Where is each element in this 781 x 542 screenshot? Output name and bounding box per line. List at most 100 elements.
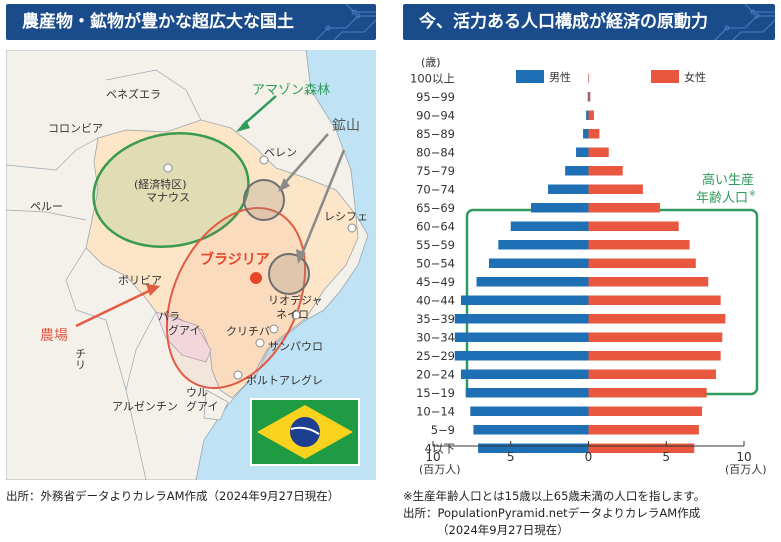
legend-male-label: 男性 — [549, 70, 571, 84]
pyramid-panel-title-banner: 今、活力ある人口構成が経済の原動力 — [403, 4, 775, 40]
bar-female-5 — [588, 166, 623, 176]
bar-male-15 — [454, 351, 589, 361]
map-source-note: 出所：外務省データよりカレラAM作成（2024年9月27日現在） — [6, 489, 340, 503]
bar-male-19 — [473, 425, 589, 435]
bar-male-20 — [478, 443, 589, 453]
label-uruguay-2: グアイ — [186, 399, 218, 413]
bar-female-14 — [588, 332, 723, 342]
age-label-6: 70−74 — [416, 182, 455, 196]
age-label-14: 30−34 — [416, 330, 455, 344]
label-rio-1: リオデジャ — [268, 293, 322, 307]
age-label-10: 50−54 — [416, 256, 455, 270]
age-label-12: 40−44 — [416, 293, 455, 307]
working-age-annotation-line1: 高い生産 — [702, 172, 754, 188]
belem-marker — [259, 155, 269, 165]
farm-region — [165, 207, 307, 389]
label-bolivia: ボリビア — [118, 274, 162, 287]
label-recife: レシフェ — [324, 210, 368, 223]
working-age-annotation-line2: 年齢人口 — [696, 191, 748, 206]
y-unit-label: (歳) — [421, 56, 441, 69]
age-label-19: 5−9 — [431, 423, 455, 437]
age-label-18: 10−14 — [416, 404, 455, 418]
recife-marker — [347, 223, 357, 233]
city-markers — [163, 155, 357, 380]
label-chile: チリ — [74, 348, 87, 370]
bar-female-7 — [588, 203, 661, 213]
manaus-marker — [163, 163, 173, 173]
label-rio-2: ネイロ — [276, 308, 309, 321]
label-curitiba: クリチバ — [226, 325, 270, 338]
bar-male-9 — [498, 240, 589, 250]
bar-male-18 — [470, 406, 589, 416]
bar-female-6 — [588, 184, 643, 194]
bar-female-19 — [588, 425, 699, 435]
map-panel-title-banner: 農産物・鉱物が豊かな超広大な国土 — [6, 4, 376, 40]
label-peru: ペルー — [30, 200, 63, 213]
label-paraguay-1: パラ — [158, 310, 180, 323]
bar-male-2 — [586, 110, 589, 120]
map-panel-title: 農産物・鉱物が豊かな超広大な国土 — [22, 12, 294, 32]
age-labels: 100以上 95−99 90−94 85−89 80−84 75−79 70−74 65−69… — [410, 71, 455, 455]
bar-male-14 — [454, 332, 589, 342]
bar-male-12 — [460, 295, 589, 305]
rio-marker — [291, 310, 301, 320]
bar-male-7 — [530, 203, 589, 213]
bar-male-16 — [460, 369, 589, 379]
label-venezuela: ベネズエラ — [106, 87, 161, 101]
legend-male-swatch — [516, 70, 544, 83]
label-manaus-1: (経済特区) — [134, 177, 187, 191]
uruguay-territory — [203, 389, 229, 421]
label-manaus-2: マナウス — [146, 191, 190, 204]
label-mine: 鉱山 — [332, 117, 360, 134]
label-belem: ベレン — [264, 146, 297, 159]
sao-paulo-marker — [269, 324, 279, 334]
bar-male-3 — [583, 129, 589, 139]
age-label-7: 65−69 — [416, 201, 455, 215]
age-label-13: 35−39 — [416, 312, 455, 326]
x-tick-label-0: 10 — [425, 450, 440, 464]
age-label-9: 55−59 — [416, 238, 455, 252]
bar-female-11 — [588, 277, 709, 287]
brazil-flag — [250, 398, 360, 466]
label-farm: 農場 — [40, 328, 68, 344]
bar-female-9 — [588, 240, 690, 250]
label-brasilia: ブラジリア — [200, 251, 270, 268]
bar-male-17 — [465, 388, 589, 398]
age-label-8: 60−64 — [416, 219, 455, 233]
bar-female-2 — [588, 110, 594, 120]
age-label-0: 100以上 — [410, 71, 455, 85]
x-tick-label-2: 0 — [585, 450, 593, 464]
x-unit-left: (百万人) — [419, 463, 461, 476]
amazon-region — [92, 131, 250, 249]
mine-circle-north — [243, 179, 285, 221]
bar-female-17 — [588, 388, 707, 398]
label-colombia: コロンビア — [48, 122, 103, 135]
age-label-2: 90−94 — [416, 108, 455, 122]
brasilia-marker — [250, 272, 262, 284]
pyramid-footnote: ※生産年齢人口とは15歳以上65歳未満の人口を指します。 — [403, 489, 706, 503]
pyramid-bars — [454, 73, 726, 453]
pyramid-panel-title: 今、活力ある人口構成が経済の原動力 — [419, 12, 708, 32]
age-label-4: 80−84 — [416, 145, 455, 159]
bar-female-20 — [588, 443, 695, 453]
bar-female-16 — [588, 369, 717, 379]
working-age-annotation-mark: ※ — [749, 189, 756, 198]
mine-circle-south — [268, 253, 310, 295]
bar-male-4 — [576, 147, 589, 157]
x-tick-label-3: 5 — [662, 450, 670, 464]
label-amazon: アマゾン森林 — [252, 83, 330, 98]
country-borders — [6, 69, 202, 480]
legend-female-label: 女性 — [684, 70, 706, 84]
bar-female-10 — [588, 258, 696, 268]
x-tick-label-4: 10 — [736, 450, 751, 464]
age-label-17: 15−19 — [416, 386, 455, 400]
x-ticks: 10 5 0 5 10 — [425, 441, 752, 464]
age-label-11: 45−49 — [416, 275, 455, 289]
age-label-5: 75−79 — [416, 164, 455, 178]
porto-alegre-marker — [233, 370, 243, 380]
paraguay-territory — [155, 311, 212, 363]
curitiba-marker — [255, 338, 265, 348]
pyramid-source-line2: （2024年9月27日現在） — [437, 523, 569, 537]
label-argentina: アルゼンチン — [112, 400, 178, 413]
circuit-decoration — [714, 4, 775, 40]
